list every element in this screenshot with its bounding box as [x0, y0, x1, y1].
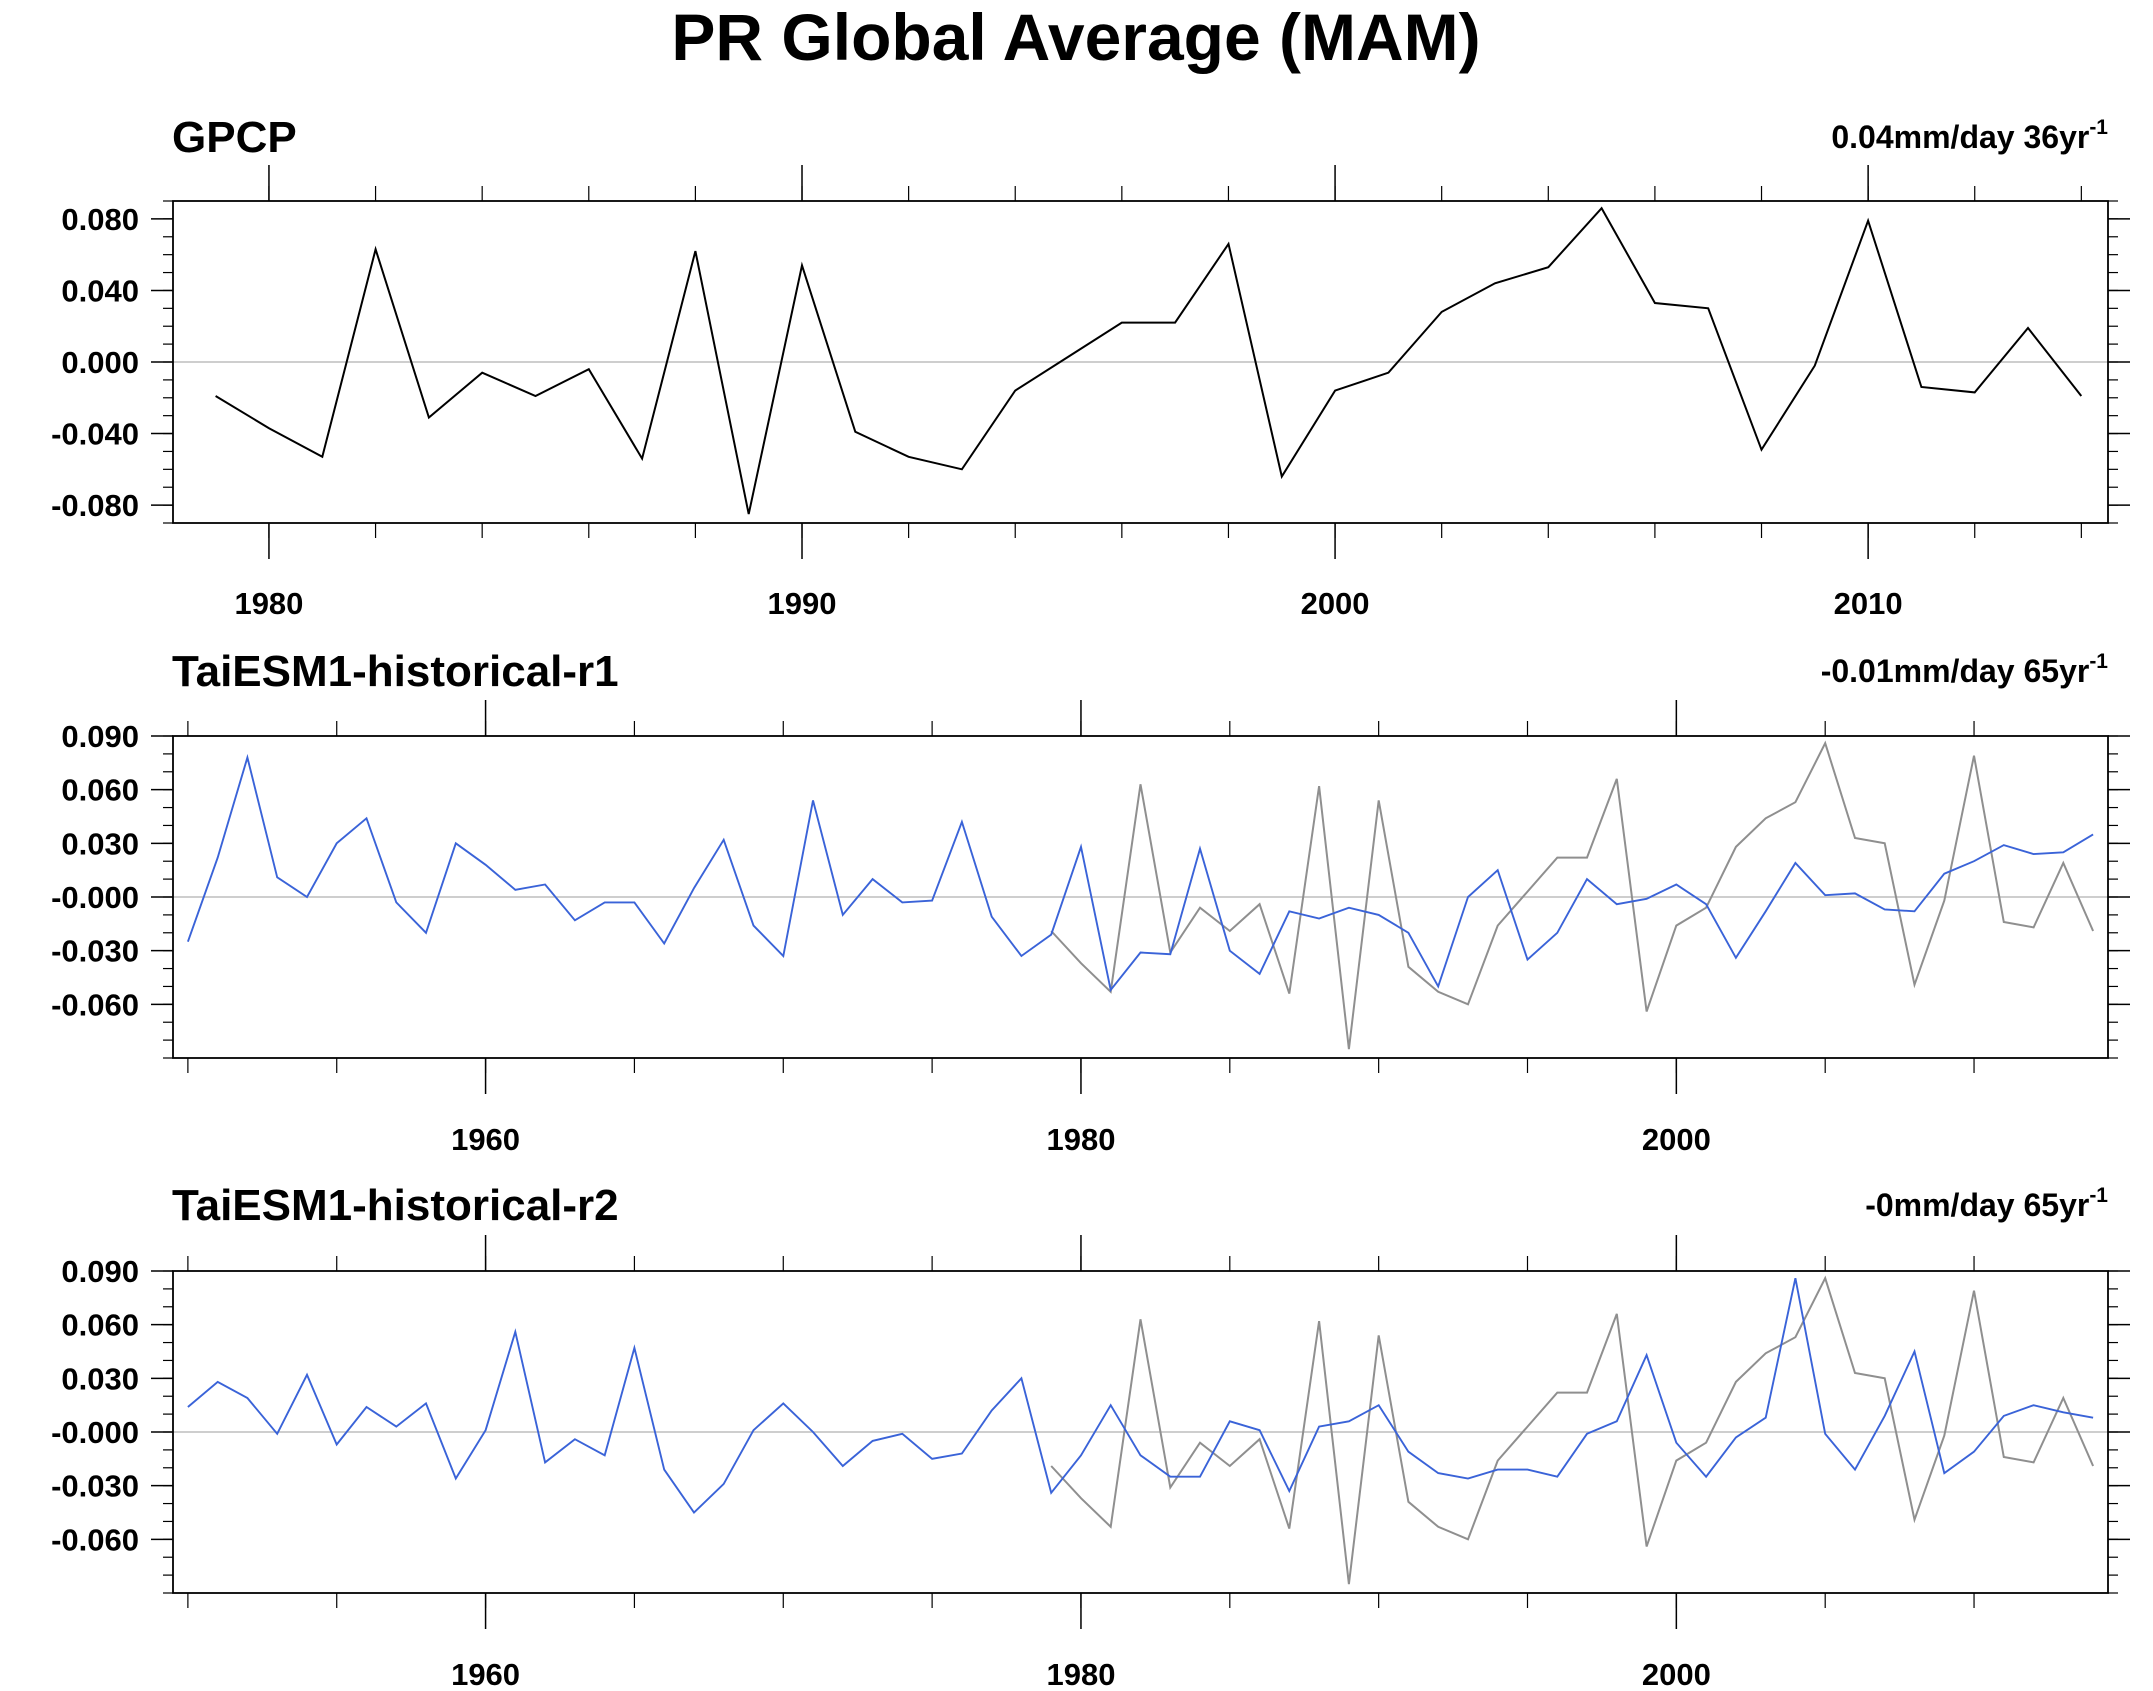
- y-tick-label: -0.060: [51, 1522, 139, 1557]
- trend-value: 0.04mm/day 36yr: [1831, 119, 2089, 155]
- trend-unit-exponent: -1: [2089, 1184, 2108, 1207]
- y-tick-label: 0.090: [61, 1254, 139, 1289]
- x-tick-label: 2000: [1642, 1657, 1711, 1691]
- x-tick-label: 1980: [1046, 1657, 1115, 1691]
- y-tick-label: 0.090: [61, 719, 139, 754]
- panel-taiesm1-historical-r2: TaiESM1-historical-r2 -0mm/day 65yr-1 0.…: [51, 1181, 2130, 1691]
- plot-area: 0.080 0.040 0.000 -0.040 -0.080 1980 1990 2000 2…: [51, 165, 2130, 621]
- y-tick-label: 0.060: [61, 1308, 139, 1343]
- panel-title: TaiESM1-historical-r1: [172, 647, 619, 696]
- trend-label: -0.01mm/day 65yr-1: [1821, 650, 2109, 689]
- series-line-model: [187, 1278, 2094, 1514]
- y-tick-label: 0.030: [61, 826, 139, 861]
- trend-unit-exponent: -1: [2089, 650, 2108, 673]
- x-tick-label: 2010: [1834, 586, 1903, 621]
- series-line-obs-reference: [1050, 1275, 2095, 1585]
- y-tick-label: 0.030: [61, 1361, 139, 1396]
- y-tick-label: -0.060: [51, 987, 139, 1022]
- trend-value: -0mm/day 65yr: [1865, 1187, 2089, 1223]
- x-tick-label: 1980: [234, 586, 303, 621]
- y-tick-label: 0.060: [61, 773, 139, 808]
- plot-area: 0.090 0.060 0.030 -0.000 -0.030 -0.060 1960 198…: [51, 700, 2130, 1157]
- y-tick-label: -0.000: [51, 1415, 139, 1450]
- series-line-model: [187, 753, 2094, 993]
- y-tick-label: 0.000: [61, 345, 139, 380]
- series-line-obs-reference: [1050, 740, 2095, 1050]
- x-tick-label: 1960: [451, 1657, 520, 1691]
- figure-title: PR Global Average (MAM): [671, 0, 1480, 74]
- x-tick-label: 1990: [768, 586, 837, 621]
- plot-area: 0.090 0.060 0.030 -0.000 -0.030 -0.060 1960 198…: [51, 1235, 2130, 1691]
- trend-label: 0.04mm/day 36yr-1: [1831, 116, 2108, 155]
- y-tick-label: -0.040: [51, 417, 139, 452]
- panel-title: TaiESM1-historical-r2: [172, 1181, 619, 1230]
- y-tick-label: -0.000: [51, 880, 139, 915]
- x-tick-label: 2000: [1301, 586, 1370, 621]
- trend-unit-exponent: -1: [2089, 116, 2108, 139]
- x-tick-label: 2000: [1642, 1122, 1711, 1157]
- y-tick-label: 0.040: [61, 273, 139, 308]
- x-tick-label: 1980: [1046, 1122, 1115, 1157]
- trend-value: -0.01mm/day 65yr: [1821, 653, 2090, 689]
- trend-label: -0mm/day 65yr-1: [1865, 1184, 2108, 1223]
- panel-taiesm1-historical-r1: TaiESM1-historical-r1 -0.01mm/day 65yr-1…: [51, 647, 2130, 1157]
- panel-title: GPCP: [172, 113, 297, 162]
- y-tick-label: 0.080: [61, 202, 139, 237]
- y-tick-label: -0.080: [51, 488, 139, 523]
- y-tick-label: -0.030: [51, 1469, 139, 1504]
- y-tick-label: -0.030: [51, 934, 139, 969]
- x-tick-label: 1960: [451, 1122, 520, 1157]
- series-line-obs: [215, 206, 2083, 515]
- panel-gpcp: GPCP 0.04mm/day 36yr-1 0.080 0.040 0.000 -0…: [51, 113, 2130, 621]
